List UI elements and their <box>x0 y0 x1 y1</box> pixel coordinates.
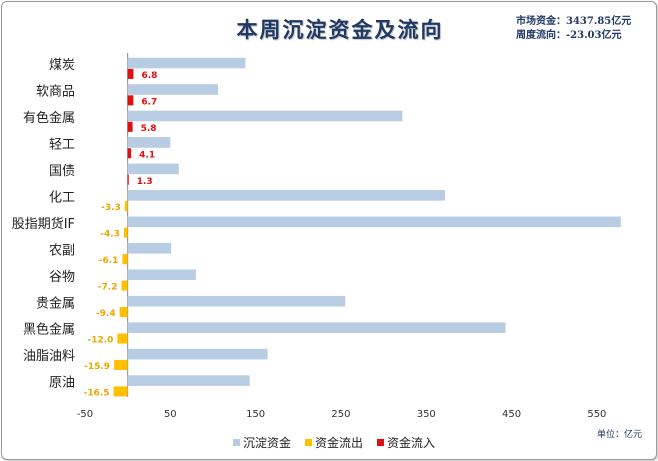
outflow-bar <box>113 386 128 397</box>
settled-funds-bar <box>127 190 446 201</box>
legend-label-settled: 沉淀资金 <box>243 436 292 450</box>
inflow-value-label: 4.1 <box>139 150 155 160</box>
legend-item-inflow: 资金流入 <box>377 434 435 451</box>
outflow-value-label: -6.1 <box>99 256 119 266</box>
category-label: 油脂油料 <box>23 349 75 364</box>
inflow-value-label: 6.8 <box>141 71 157 81</box>
category-label: 农副 <box>49 243 75 258</box>
settled-funds-bar <box>127 57 246 69</box>
x-tick-label: -50 <box>77 409 93 420</box>
outflow-bar <box>117 333 128 344</box>
legend-item-outflow: 资金流出 <box>305 434 363 451</box>
outflow-value-label: -4.3 <box>100 230 120 240</box>
settled-funds-bar <box>127 295 346 307</box>
category-label: 国债 <box>49 164 75 179</box>
outflow-value-label: -15.9 <box>84 362 110 372</box>
category-label: 谷物 <box>49 270 75 285</box>
inflow-bar <box>127 174 129 185</box>
outflow-bar <box>122 254 128 265</box>
settled-funds-bar <box>127 322 506 333</box>
category-label: 轻工 <box>49 137 75 152</box>
legend-label-inflow: 资金流入 <box>387 436 436 450</box>
settled-funds-bar <box>127 269 196 281</box>
legend-label-outflow: 资金流出 <box>315 436 364 450</box>
outflow-value-label: -3.3 <box>101 203 121 213</box>
outflow-value-label: -12.0 <box>87 336 113 346</box>
category-label: 化工 <box>49 190 75 205</box>
settled-funds-bar <box>127 84 219 95</box>
legend-swatch-inflow <box>377 439 385 446</box>
settled-funds-bar <box>127 375 250 386</box>
x-tick-label: 250 <box>331 409 350 420</box>
outflow-bar <box>124 201 128 212</box>
x-tick-label: 450 <box>502 409 521 420</box>
inflow-value-label: 6.7 <box>141 97 157 107</box>
inflow-bar <box>127 68 134 79</box>
category-label: 原油 <box>49 376 75 391</box>
inflow-bar <box>127 148 132 159</box>
category-label: 有色金属 <box>23 110 75 126</box>
outflow-bar <box>114 359 128 371</box>
unit-label: 单位：亿元 <box>597 430 643 440</box>
market-funds-label: 市场资金：3437.85亿元 <box>516 16 632 27</box>
x-tick-label: 50 <box>164 409 177 420</box>
inflow-bar <box>127 121 133 132</box>
settled-funds-bar <box>127 242 172 254</box>
settled-funds-bar <box>127 137 171 148</box>
category-label: 软商品 <box>36 85 75 100</box>
outflow-value-label: -16.5 <box>84 388 110 398</box>
category-label: 贵金属 <box>36 295 75 311</box>
inflow-value-label: 1.3 <box>137 177 153 187</box>
legend-item-settled: 沉淀资金 <box>233 434 291 451</box>
settled-funds-bar <box>127 348 268 360</box>
legend: 沉淀资金 资金流出 资金流入 <box>233 434 435 451</box>
chart-title: 本周沉淀资金及流向 <box>236 17 444 42</box>
category-label: 黑色金属 <box>23 322 75 338</box>
settled-funds-bar <box>127 216 621 228</box>
legend-swatch-outflow <box>305 439 313 446</box>
x-tick-label: 350 <box>417 409 436 420</box>
outflow-value-label: -9.4 <box>96 309 116 319</box>
inflow-value-label: 5.8 <box>141 124 157 134</box>
inflow-bar <box>127 95 134 106</box>
x-tick-label: 150 <box>246 409 265 420</box>
category-label: 煤炭 <box>49 58 75 73</box>
settled-funds-bar <box>127 110 403 122</box>
outflow-value-label: -7.2 <box>98 283 118 293</box>
outflow-bar <box>119 307 128 318</box>
legend-swatch-settled <box>233 439 240 446</box>
outflow-bar <box>123 227 128 238</box>
category-label: 股指期货IF <box>12 216 75 232</box>
weekly-flow-label: 周度流向：-23.03亿元 <box>516 30 622 41</box>
outflow-bar <box>121 280 128 291</box>
settled-funds-bar <box>127 163 179 175</box>
x-tick-label: 550 <box>587 409 606 420</box>
